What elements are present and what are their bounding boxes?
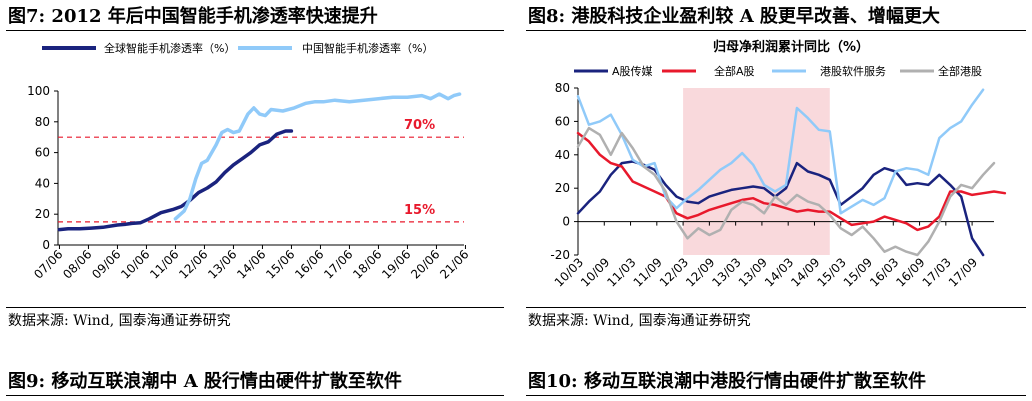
fig7-source-rule <box>6 307 504 308</box>
x-tick-label: 20/06 <box>408 247 442 281</box>
fig7-source: 数据来源: Wind, 国泰海通证券研究 <box>8 313 231 329</box>
y-tick-label: 40 <box>35 176 50 190</box>
fig10-title: 图10: 移动互联浪潮中港股行情由硬件扩散至软件 <box>528 371 926 392</box>
x-tick-label: 12/06 <box>176 247 210 281</box>
x-tick-label: 11/06 <box>147 247 181 281</box>
x-tick-label: 16/09 <box>893 255 927 289</box>
fig8-source-rule <box>526 307 1026 308</box>
x-tick-label: 15/06 <box>263 247 297 281</box>
fig8-title: 图8: 港股科技企业盈利较 A 股更早改善、增幅更大 <box>528 6 940 27</box>
y-tick-label: 80 <box>35 115 50 129</box>
x-tick-label: 13/06 <box>205 247 239 281</box>
fig7-title: 图7: 2012 年后中国智能手机渗透率快速提升 <box>8 6 378 27</box>
y-tick-label: -20 <box>550 248 570 262</box>
y-tick-label: 20 <box>555 181 570 195</box>
x-tick-label: 16/03 <box>867 255 901 289</box>
x-tick-label: 11/03 <box>604 255 638 289</box>
legend-label-1: 全部A股 <box>714 64 755 78</box>
y-tick-label: 60 <box>555 114 570 128</box>
x-tick-label: 14/06 <box>234 247 268 281</box>
x-tick-label: 14/09 <box>788 255 822 289</box>
x-tick-label: 09/06 <box>89 247 123 281</box>
y-tick-label: 20 <box>35 207 50 221</box>
x-tick-label: 10/06 <box>118 247 152 281</box>
y-tick-label: 40 <box>555 148 570 162</box>
x-tick-label: 12/03 <box>657 255 691 289</box>
x-tick-label: 21/06 <box>437 247 471 281</box>
fig9-title-rule <box>6 395 504 396</box>
series-line-0 <box>57 129 294 232</box>
legend-label-0: 全球智能手机渗透率（%） <box>104 41 235 55</box>
x-tick-label: 15/03 <box>814 255 848 289</box>
x-tick-label: 08/06 <box>60 247 94 281</box>
y-tick-label: 60 <box>35 146 50 160</box>
x-tick-label: 18/06 <box>350 247 384 281</box>
series-line-1 <box>576 131 1007 232</box>
x-tick-label: 12/09 <box>683 255 717 289</box>
legend-label-1: 中国智能手机渗透率（%） <box>302 41 433 55</box>
legend-label-2: 港股软件服务 <box>820 64 886 78</box>
x-tick-label: 16/06 <box>292 247 326 281</box>
y-tick-label: 0 <box>42 238 50 252</box>
x-tick-label: 13/09 <box>736 255 770 289</box>
x-tick-label: 10/09 <box>578 255 612 289</box>
fig8-source: 数据来源: Wind, 国泰海通证券研究 <box>528 313 751 329</box>
x-tick-label: 17/06 <box>321 247 355 281</box>
fig10-title-rule <box>526 395 1026 396</box>
y-tick-label: 0 <box>562 215 570 229</box>
series-line-2 <box>576 88 985 215</box>
series-line-3 <box>576 126 996 257</box>
fig8-title-rule <box>526 30 1026 31</box>
y-tick-label: 80 <box>555 81 570 95</box>
x-tick-label: 17/03 <box>920 255 954 289</box>
reference-label-1: 15% <box>404 203 435 218</box>
x-tick-label: 17/09 <box>946 255 980 289</box>
fig8-chart: 归母净利润累计同比（%） A股传媒 全部A股 港股软件服务 全部港股 -20 0 20 40 60… <box>550 39 1007 290</box>
x-tick-label: 19/06 <box>379 247 413 281</box>
fig9-title: 图9: 移动互联浪潮中 A 股行情由硬件扩散至软件 <box>8 371 402 392</box>
chart-title: 归母净利润累计同比（%） <box>713 39 869 55</box>
reference-label-0: 70% <box>404 118 435 133</box>
x-tick-label: 13/03 <box>709 255 743 289</box>
x-tick-label: 11/09 <box>631 255 665 289</box>
x-tick-label: 14/03 <box>762 255 796 289</box>
x-tick-label: 15/09 <box>841 255 875 289</box>
y-tick-label: 100 <box>27 84 50 98</box>
fig7-chart: 全球智能手机渗透率（%） 中国智能手机渗透率（%） 0 20 40 60 80 100 07/0… <box>27 41 471 282</box>
series-line-1 <box>173 92 462 221</box>
legend-label-3: 全部港股 <box>938 64 982 78</box>
fig7-title-rule <box>6 30 504 31</box>
x-tick-label: 07/06 <box>31 247 65 281</box>
legend-label-0: A股传媒 <box>612 65 653 78</box>
